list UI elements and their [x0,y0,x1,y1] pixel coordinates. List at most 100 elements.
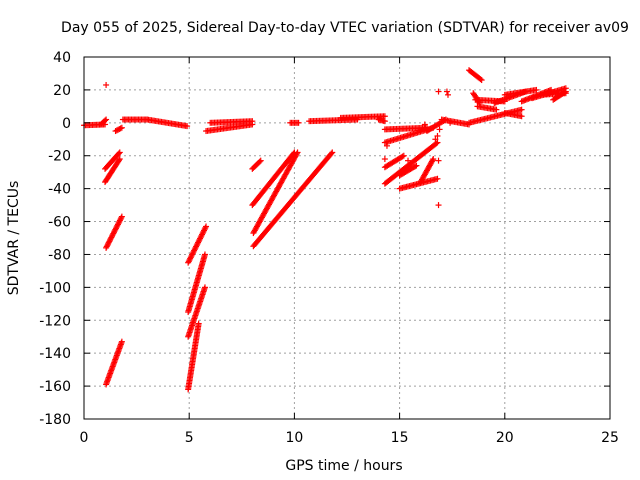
data-point [185,258,192,265]
data-track [381,139,441,187]
y-tick-label: -20 [48,149,71,165]
data-point [433,140,440,147]
data-point [184,123,191,130]
data-track [185,251,208,316]
data-track [112,124,125,135]
data-point [493,106,500,113]
y-tick-label: -80 [48,247,71,263]
data-point [421,121,428,128]
data-track [396,162,420,179]
data-track [381,152,407,171]
data-point [187,254,194,261]
data-point [118,213,125,220]
data-point [201,284,208,291]
data-point [199,231,206,238]
data-track [97,116,110,128]
data-point [561,89,568,96]
data-track [103,338,125,388]
data-point [435,157,442,164]
data-point [118,124,125,131]
data-point [106,238,113,245]
data-point [201,226,208,233]
data-point [185,259,192,266]
data-track [207,118,256,126]
data-point [295,119,302,126]
data-point [434,132,441,139]
x-tick-label: 15 [391,430,409,446]
data-point [102,117,109,124]
data-point [115,220,122,227]
data-point [117,216,124,223]
data-point [113,224,120,231]
data-point [447,119,454,126]
data-point [197,234,204,241]
x-tick-label: 5 [185,430,194,446]
data-point [192,244,199,251]
data-point [116,149,123,156]
data-track [375,116,388,125]
data-point [194,240,201,247]
data-point [116,218,123,225]
y-axis-label: SDTVAR / TECUs [6,181,22,296]
data-point [429,157,436,164]
x-tick-label: 0 [80,430,89,446]
data-point [195,238,202,245]
data-point [105,240,112,247]
data-point [118,214,125,221]
data-point [116,217,123,224]
data-point [118,338,125,345]
data-point [116,156,123,163]
data-point [477,76,484,83]
data-point [562,88,569,95]
y-tick-label: 40 [53,50,71,66]
data-point [432,136,439,143]
data-point [103,243,110,250]
plot-frame [83,56,611,420]
x-tick-label: 25 [601,430,619,446]
data-point [112,225,119,232]
data-track [102,149,123,172]
data-track [250,149,301,237]
data-point [201,227,208,234]
y-tick-label: 20 [53,83,71,99]
data-point [114,221,121,228]
y-tick-label: -160 [39,379,71,395]
data-point [108,234,115,241]
data-track [550,88,569,103]
data-point [111,227,118,234]
data-track [306,116,361,125]
y-tick-label: -180 [39,412,71,428]
data-point [249,118,256,125]
data-point [193,242,200,249]
data-track [474,103,500,113]
data-point [114,222,121,229]
x-tick-label: 10 [285,430,303,446]
data-point [195,320,202,327]
data-point [436,126,443,133]
data-track [250,149,336,250]
grid [84,57,610,419]
data-point [109,231,116,238]
data-layer [81,67,569,393]
data-point [115,150,122,157]
data-point [107,235,114,242]
data-point [478,77,485,84]
data-point [195,239,202,246]
data-point [434,175,441,182]
data-track [381,124,430,133]
data-point [193,243,200,250]
data-point [109,233,116,240]
y-tick-label: 0 [62,116,71,132]
data-point [117,125,124,132]
data-point [518,106,525,113]
data-track [417,156,437,186]
data-point [200,228,207,235]
data-point [115,157,122,164]
data-track [466,67,485,84]
data-point [202,224,209,231]
data-point [328,150,335,157]
data-point [203,223,210,230]
data-track [185,320,202,393]
data-point [187,255,194,262]
